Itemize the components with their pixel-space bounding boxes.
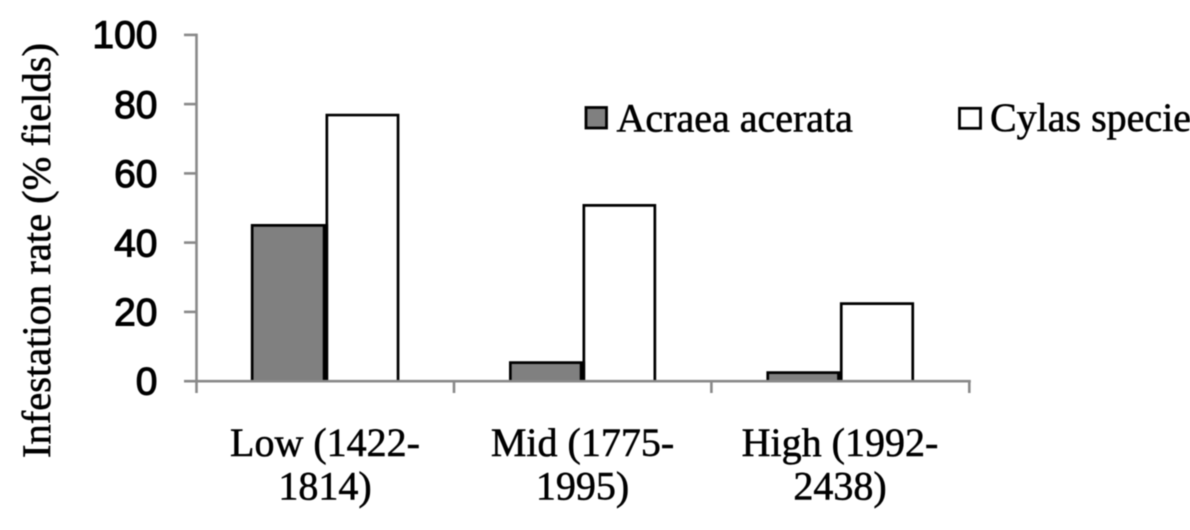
svg-text:60: 60 [114, 153, 157, 196]
svg-text:20: 20 [114, 292, 157, 335]
svg-text:Mid (1775-: Mid (1775- [491, 420, 674, 465]
svg-text:2438): 2438) [793, 464, 886, 509]
svg-text:High (1992-: High (1992- [742, 420, 939, 465]
svg-text:Infestation rate (% fields): Infestation rate (% fields) [14, 43, 59, 458]
svg-text:Cylas species: Cylas species [990, 95, 1190, 140]
svg-text:80: 80 [114, 84, 157, 127]
svg-text:100: 100 [92, 14, 157, 57]
svg-text:40: 40 [114, 222, 157, 265]
svg-text:Low (1422-: Low (1422- [230, 420, 420, 465]
svg-text:1995): 1995) [536, 464, 629, 509]
svg-text:0: 0 [136, 361, 158, 404]
svg-text:Acraea acerata: Acraea acerata [617, 96, 854, 141]
svg-text:1814): 1814) [278, 464, 371, 509]
